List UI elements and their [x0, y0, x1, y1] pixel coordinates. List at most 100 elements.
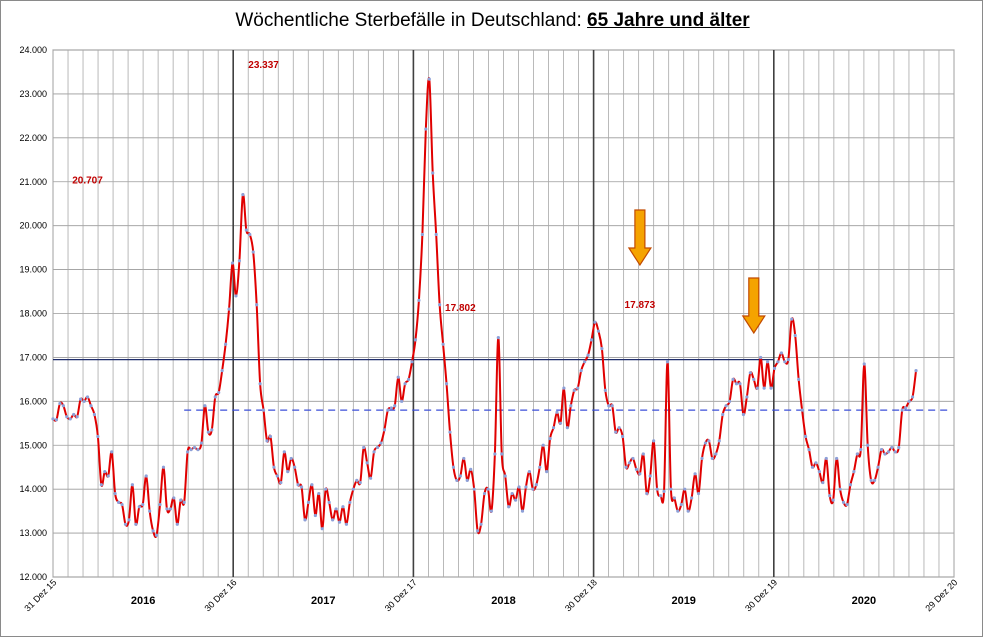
data-point: [355, 478, 359, 482]
data-point: [265, 439, 269, 443]
data-point: [507, 505, 511, 509]
data-point: [617, 426, 621, 430]
data-point: [179, 498, 183, 502]
x-year-label: 2020: [852, 595, 876, 607]
data-point: [883, 452, 887, 456]
data-point: [669, 487, 673, 491]
data-point: [151, 529, 155, 533]
data-point: [241, 193, 245, 197]
data-point: [417, 298, 421, 302]
data-point: [862, 362, 866, 366]
data-point: [175, 522, 179, 526]
data-point: [344, 522, 349, 526]
data-point: [85, 395, 90, 399]
data-point: [462, 456, 466, 461]
data-point: [458, 474, 462, 478]
data-point: [120, 502, 124, 507]
data-point: [451, 465, 456, 469]
data-point: [765, 360, 770, 364]
data-point: [116, 500, 121, 504]
data-point: [634, 467, 639, 471]
data-point: [831, 498, 835, 502]
data-point: [251, 250, 255, 254]
data-point: [368, 476, 373, 480]
y-tick-label: 15.000: [19, 440, 47, 450]
data-point: [879, 448, 884, 452]
data-point: [538, 465, 542, 469]
data-point: [400, 399, 404, 403]
data-point: [72, 412, 76, 417]
x-year-label: 2016: [131, 595, 155, 607]
data-point: [534, 483, 538, 487]
data-point: [707, 439, 711, 443]
data-point: [817, 470, 821, 474]
data-point: [148, 509, 152, 513]
data-point: [217, 390, 221, 395]
data-point: [545, 470, 549, 474]
data-point: [172, 496, 176, 500]
y-tick-label: 22.000: [19, 133, 47, 143]
data-point: [68, 417, 72, 421]
data-point: [900, 408, 904, 412]
data-point: [541, 443, 545, 447]
peak-data-label: 17.802: [445, 303, 476, 314]
data-point: [741, 412, 746, 417]
data-point: [762, 386, 766, 390]
data-point: [299, 485, 304, 489]
data-point: [500, 452, 504, 456]
data-point: [313, 513, 317, 518]
data-point: [603, 388, 607, 392]
data-point: [96, 434, 100, 439]
data-point: [92, 412, 97, 417]
x-date-label: 30 Dez 19: [743, 577, 779, 613]
data-point: [803, 434, 808, 439]
peak-data-label: 23.337: [248, 60, 279, 71]
data-point: [82, 399, 86, 403]
data-point: [876, 465, 880, 469]
data-point: [275, 474, 279, 478]
data-point: [531, 487, 535, 491]
data-point: [168, 507, 172, 511]
data-point: [848, 483, 853, 487]
data-point: [714, 452, 718, 456]
chart-title: Wöchentliche Sterbefälle in Deutschland:…: [1, 10, 983, 32]
data-point: [268, 434, 273, 439]
data-point: [331, 518, 335, 522]
data-point: [672, 496, 676, 500]
data-point: [648, 474, 652, 478]
data-point: [375, 445, 380, 450]
data-point: [255, 303, 259, 307]
data-point: [479, 522, 483, 526]
data-point: [127, 518, 131, 522]
y-tick-label: 12.000: [19, 572, 47, 582]
chart-title-emphasis: 65 Jahre und älter: [587, 10, 750, 31]
data-point: [75, 415, 79, 419]
data-point: [424, 127, 428, 131]
data-point: [410, 360, 414, 364]
data-point: [807, 448, 811, 452]
data-point: [583, 360, 587, 364]
data-point: [103, 470, 107, 474]
data-point: [310, 483, 314, 487]
data-point: [54, 418, 59, 422]
data-point: [700, 456, 704, 461]
data-point: [334, 507, 338, 511]
peak-data-label: 20.707: [72, 176, 103, 187]
data-point: [365, 461, 369, 465]
data-point: [845, 502, 849, 507]
data-point: [476, 529, 480, 533]
data-point: [320, 527, 324, 531]
data-point: [472, 487, 476, 491]
data-point: [728, 399, 732, 403]
data-point: [351, 487, 355, 491]
data-point: [572, 388, 576, 392]
data-point: [790, 317, 794, 321]
data-point: [886, 450, 891, 454]
data-point: [835, 456, 839, 461]
data-point: [248, 232, 252, 237]
data-point: [641, 452, 645, 456]
data-point: [824, 456, 828, 461]
data-point: [907, 399, 911, 403]
data-point: [593, 320, 597, 324]
